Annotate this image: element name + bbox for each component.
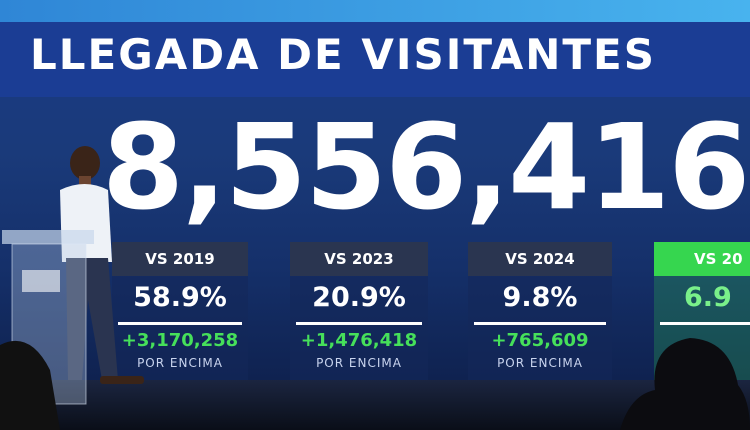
title-bar — [0, 22, 750, 97]
panel-increase: +765,609 — [491, 330, 589, 351]
panel-label: VS 2023 — [290, 242, 428, 276]
audience — [0, 340, 60, 430]
panel-divider — [660, 322, 750, 325]
panel-increase: +1,476,418 — [300, 330, 418, 351]
total-visitors: 8,556,416 — [102, 98, 750, 236]
panel-note: POR ENCIMA — [316, 356, 402, 370]
panel-note: POR ENCIMA — [497, 356, 583, 370]
panel-label: VS 20 — [654, 242, 750, 276]
panel-note: POR ENCIMA — [137, 356, 223, 370]
audience — [620, 338, 750, 430]
panel-percent: 20.9% — [312, 282, 406, 313]
panel-divider — [296, 322, 422, 325]
panel-percent: 9.8% — [502, 282, 578, 313]
title: LLEGADA DE VISITANTES — [30, 30, 657, 79]
panel-divider — [474, 322, 606, 325]
top-band — [0, 0, 750, 22]
panel-increase: +3,170,258 — [121, 330, 239, 351]
comparison-panel: VS 2019 58.9% +3,170,258 POR ENCIMA — [112, 242, 248, 380]
panel-percent: 6.9 — [684, 282, 732, 313]
panel-label: VS 2024 — [468, 242, 612, 276]
panel-label: VS 2019 — [112, 242, 248, 276]
screen: LLEGADA DE VISITANTES 8,556,416 VS 2019 5… — [0, 0, 750, 380]
panel-divider — [118, 322, 242, 325]
comparison-panel: VS 2024 9.8% +765,609 POR ENCIMA — [468, 242, 612, 380]
comparison-panel: VS 2023 20.9% +1,476,418 POR ENCIMA — [290, 242, 428, 380]
panel-percent: 58.9% — [133, 282, 227, 313]
